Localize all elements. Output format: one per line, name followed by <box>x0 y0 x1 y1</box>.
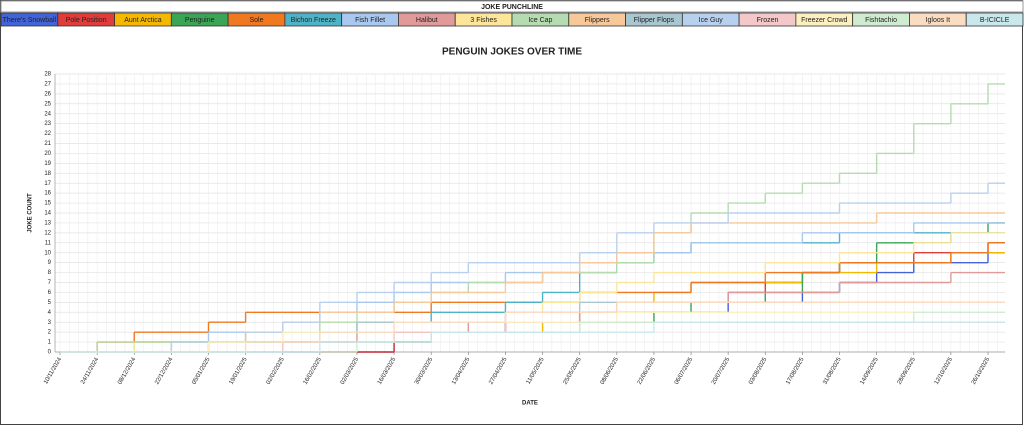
y-tick-label: 12 <box>44 230 51 236</box>
legend-label: Sole <box>249 17 263 24</box>
legend-label: Freezer Crowd <box>801 17 847 24</box>
legend-label: Ice Guy <box>699 17 724 24</box>
chart-title: PENGUIN JOKES OVER TIME <box>442 47 582 58</box>
y-tick-label: 16 <box>44 191 51 197</box>
y-tick-label: 6 <box>48 290 52 296</box>
y-tick-label: 4 <box>48 310 52 316</box>
legend-label: Bichon Freeze <box>291 17 336 24</box>
legend-label: Halibut <box>416 17 438 24</box>
legend-label: Flippers <box>585 17 610 24</box>
step-riser <box>282 322 507 352</box>
legend-swatch <box>965 12 1024 27</box>
y-tick-label: 11 <box>45 240 52 246</box>
y-tick-label: 28 <box>44 72 51 78</box>
legend-label: Fish Fillet <box>355 17 385 24</box>
legend-label: Igloos It <box>926 17 951 24</box>
y-tick-label: 24 <box>44 111 51 117</box>
legend-header <box>0 0 1024 13</box>
y-tick-label: 25 <box>44 101 51 107</box>
y-tick-label: 5 <box>48 300 52 306</box>
y-tick-label: 1 <box>48 340 52 346</box>
y-tick-label: 9 <box>48 260 52 266</box>
legend-title: JOKE PUNCHLINE <box>481 4 543 11</box>
y-tick-label: 18 <box>44 171 51 177</box>
legend-label: 3 Fishes <box>470 17 497 24</box>
y-tick-label: 8 <box>48 270 52 276</box>
legend-label: Flipper Flops <box>634 17 675 24</box>
y-tick-label: 13 <box>44 221 51 227</box>
y-tick-label: 27 <box>44 82 51 88</box>
legend-label: B-ICICLE <box>980 17 1010 24</box>
y-tick-label: 3 <box>48 320 52 326</box>
legend-label: Penguine <box>185 17 215 24</box>
y-tick-label: 14 <box>44 211 51 217</box>
y-tick-label: 26 <box>44 91 51 97</box>
legend-label: Aunt Arctica <box>124 17 161 24</box>
y-tick-label: 17 <box>44 181 51 187</box>
x-axis-label: DATE <box>522 401 538 407</box>
y-tick-label: 20 <box>44 151 51 157</box>
y-tick-label: 2 <box>48 330 52 336</box>
y-tick-label: 19 <box>44 161 51 167</box>
y-tick-label: 10 <box>44 250 51 256</box>
y-tick-label: 15 <box>44 201 51 207</box>
y-tick-label: 21 <box>44 141 51 147</box>
legend-label: Pole Position <box>66 17 107 24</box>
y-axis-label: JOKE COUNT <box>28 193 34 233</box>
y-tick-label: 7 <box>48 280 52 286</box>
y-tick-label: 22 <box>44 131 51 137</box>
y-tick-label: 23 <box>44 121 51 127</box>
legend-label: Fishtachio <box>865 17 897 24</box>
legend-label: There's Snowball <box>3 17 57 24</box>
y-tick-label: 0 <box>48 350 52 356</box>
legend-label: Ice Cap <box>528 17 552 24</box>
legend-label: Frozen <box>757 17 779 24</box>
